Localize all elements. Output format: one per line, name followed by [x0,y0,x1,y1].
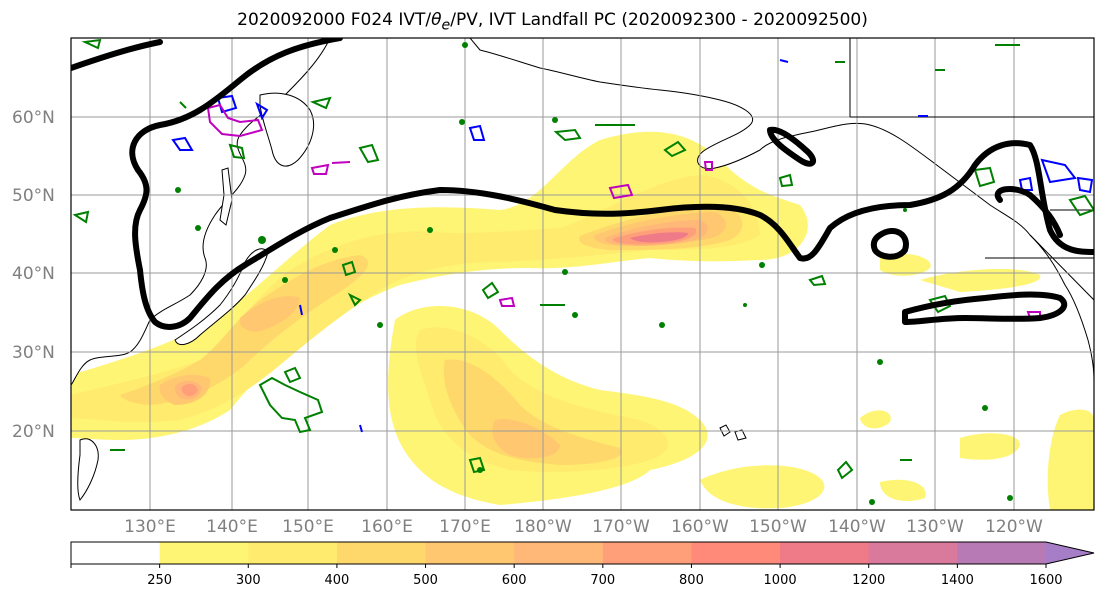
colorbar-outline [70,541,1095,565]
colorbar-extend-arrow [1046,542,1094,564]
asia-landmass [71,38,331,386]
colorbar-tick-label: 250 [147,573,172,588]
ivt-colorbar: 250 300 400 500 600 700 800 1000 1200 1400 1600 [70,541,1095,588]
longitude-labels: 130°E 140°E 150°E 160°E 170°E 180°W 170°… [124,517,1043,537]
lon-label: 150°W [749,517,807,537]
lon-label: 120°W [985,517,1043,537]
title-fields-suffix: /PV, IVT Landfall PC (2020092300 - 20200… [450,10,868,30]
ivt-layer-1000 [630,232,688,243]
colorbar-segment [602,542,692,564]
colorbar-segment [957,542,1047,564]
ivt-band-southeast [960,433,1020,460]
title-forecast-hour: F024 [350,10,393,30]
ivt-layer-400 [120,255,369,405]
ivt-band-bottom [880,479,926,502]
colorbar-segment [780,542,870,564]
colorbar-tick-label: 700 [590,573,615,588]
philippines [77,438,99,501]
colorbar-segment [248,542,338,564]
ivt-band-south [700,465,825,509]
pv-small-markers [175,42,1013,505]
ivt-layer-500-kuroshio [239,296,300,332]
lat-label: 30°N [12,343,55,363]
colorbar-tick-label: 400 [324,573,349,588]
colorbar-tick-label: 1400 [941,573,974,588]
map-panel [71,38,1094,510]
lat-label: 40°N [12,264,55,284]
lon-label: 160°W [671,517,729,537]
lat-label: 20°N [12,422,55,442]
colorbar-tick-label: 1000 [764,573,797,588]
lon-label: 180°W [514,517,572,537]
lat-label: 60°N [12,108,55,128]
lon-label: 140°E [206,517,258,537]
ivt-pc-contour [71,38,1094,330]
lon-label: 160°E [361,517,413,537]
colorbar-tick-label: 600 [502,573,527,588]
colorbar-tick-label: 1200 [852,573,885,588]
lat-label: 50°N [12,186,55,206]
colorbar-segment [71,542,161,564]
ivt-layer-800-west [181,383,198,397]
gridlines [71,38,1094,510]
colorbar-segment [336,542,427,564]
colorbar-segment [159,542,249,564]
title-theta-sub: e [441,17,451,34]
lon-label: 130°E [124,517,176,537]
colorbar-tick-label: 1600 [1029,573,1062,588]
colorbar-segment [514,542,604,564]
ivt-layer-400-central [443,359,622,465]
lon-label: 130°W [906,517,964,537]
lon-label: 150°E [282,517,334,537]
lon-label: 170°E [439,517,491,537]
colorbar-segment [691,542,781,564]
title-run: 2020092000 [237,10,346,30]
colorbar-tick-label: 500 [413,573,438,588]
lon-label: 140°W [828,517,886,537]
map-title: 2020092000 F024 IVT/θe/PV, IVT Landfall … [0,10,1105,33]
ivt-band-east [1047,409,1094,510]
ivt-band-hi [860,410,891,429]
alaska-landmass [469,38,1094,301]
political-boundaries [849,38,1094,259]
ivt-filled-contours [71,131,1094,510]
title-theta: θ [431,10,442,30]
colorbar-segment [868,542,958,564]
colorbar-segment [425,542,515,564]
colorbar-tick-label: 300 [236,573,261,588]
ivt-band-ca [920,268,1041,292]
colorbar-tick-label: 800 [679,573,704,588]
map-frame [70,37,1095,511]
kamchatka [259,92,314,167]
theta-contours-magenta [206,103,1041,319]
title-fields-prefix: IVT/ [398,10,432,30]
latitude-labels: 60°N 50°N 40°N 30°N 20°N [12,108,55,442]
lon-label: 170°W [592,517,650,537]
pv-contours [72,38,1094,480]
